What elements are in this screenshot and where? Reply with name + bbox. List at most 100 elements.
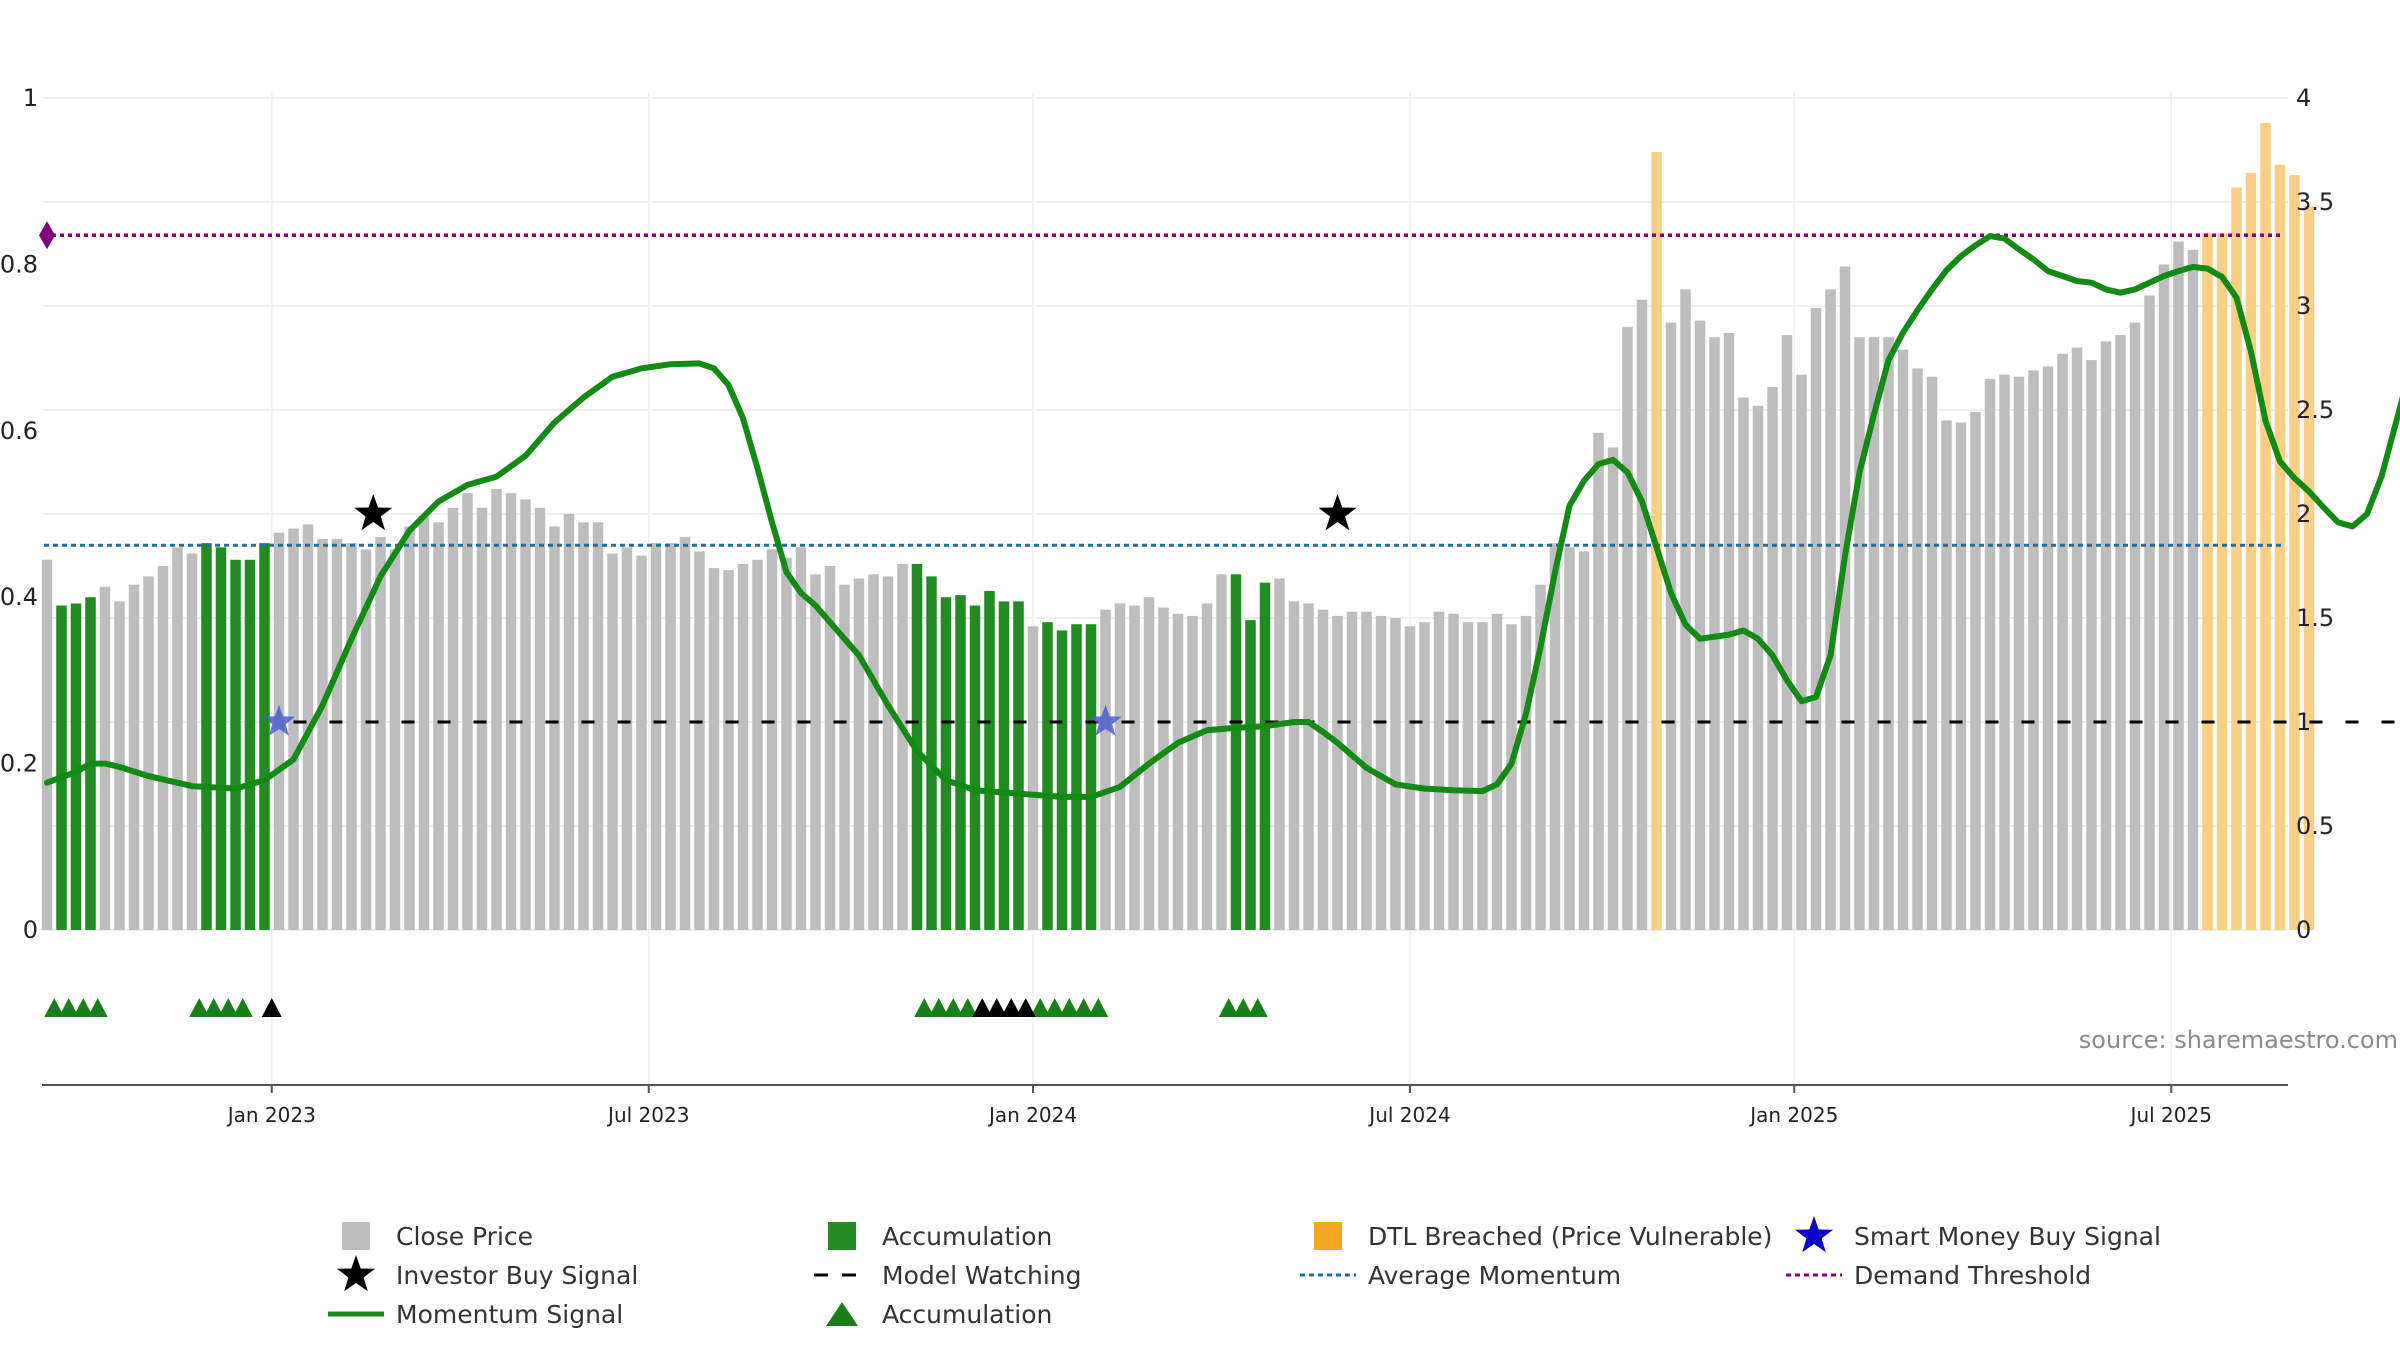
- y-left-tick-label: 0.2: [0, 750, 38, 778]
- legend-label: Demand Threshold: [1854, 1261, 2091, 1290]
- close-price-bar: [1622, 326, 1633, 930]
- x-tick-label: Jul 2025: [2129, 1103, 2212, 1127]
- legend-star-icon: [337, 1255, 375, 1292]
- accumulation-bar: [70, 603, 82, 930]
- accumulation-triangle: [58, 998, 79, 1017]
- momentum-signal-line: [44, 233, 2400, 800]
- close-price-bar: [99, 586, 111, 930]
- close-price-bar: [781, 557, 792, 930]
- accumulation-triangle: [73, 998, 94, 1017]
- close-price-bar: [288, 528, 299, 930]
- close-price-bar: [491, 489, 502, 930]
- accumulation-bar: [1013, 601, 1024, 930]
- y-right-tick-label: 2.5: [2296, 396, 2334, 424]
- close-price-bar: [824, 566, 836, 930]
- legend-star-icon: [1795, 1216, 1833, 1253]
- close-price-bar: [186, 553, 198, 930]
- black-triangle: [986, 998, 1007, 1017]
- accumulation-bar: [1085, 624, 1097, 930]
- close-price-bar: [1346, 611, 1358, 930]
- close-price-bar: [1839, 266, 1851, 931]
- close-price-bar: [2187, 249, 2199, 931]
- close-price-bar: [679, 536, 691, 930]
- close-price-bar: [694, 551, 705, 930]
- close-price-bar: [1709, 337, 1720, 930]
- smart-money-buy-signal-star: [1089, 705, 1122, 736]
- legend-label: Model Watching: [882, 1261, 1082, 1290]
- close-price-bar: [1448, 613, 1459, 930]
- close-price-bar: [2100, 341, 2112, 930]
- investor-buy-signal-star: [1318, 494, 1357, 531]
- accumulation-triangle: [1218, 998, 1239, 1017]
- close-price-bar: [2071, 347, 2083, 931]
- investor-buy-signal-star: [354, 494, 393, 531]
- close-price-bar: [1680, 289, 1691, 930]
- accumulation-triangle: [1233, 998, 1254, 1017]
- black-triangle: [972, 998, 993, 1017]
- dtl-breached-bar: [2274, 164, 2286, 930]
- close-price-bar: [1810, 308, 1822, 931]
- dtl-breached-bar: [2216, 233, 2228, 930]
- close-price-bar: [752, 559, 763, 930]
- smart-money-buy-signal-star: [262, 705, 296, 736]
- close-price-bar: [1593, 432, 1604, 930]
- dtl-breached-bar: [2260, 122, 2271, 930]
- black-triangle: [261, 998, 282, 1017]
- close-price-bar: [157, 566, 169, 930]
- close-price-bar: [1970, 412, 1981, 931]
- y-right-tick-label: 0: [2296, 916, 2311, 944]
- close-price-bar: [1694, 320, 1706, 930]
- accumulation-triangle: [189, 998, 210, 1017]
- close-price-bar: [897, 563, 908, 930]
- close-price-bar: [128, 584, 140, 930]
- accumulation-bar: [1245, 620, 1256, 930]
- accumulation-bar: [1230, 574, 1242, 930]
- close-price-bar: [520, 499, 531, 930]
- accumulation-triangle: [957, 998, 978, 1017]
- accumulation-triangle: [943, 998, 964, 1017]
- accumulation-triangle: [1059, 998, 1080, 1017]
- close-price-bar: [1100, 609, 1111, 930]
- accumulation-triangle: [1088, 998, 1109, 1017]
- close-price-bar: [1636, 299, 1648, 930]
- accumulation-bar: [230, 559, 241, 930]
- legend-label: Accumulation: [882, 1300, 1052, 1329]
- legend-label: Smart Money Buy Signal: [1854, 1222, 2161, 1251]
- y-right-tick-label: 3.5: [2296, 188, 2334, 216]
- close-price-bar: [563, 514, 575, 930]
- legend-swatch: [828, 1222, 856, 1250]
- source-label: source: sharemaestro.com: [2079, 1026, 2398, 1054]
- accumulation-triangle: [1030, 998, 1051, 1017]
- close-price-bar: [360, 549, 372, 930]
- bars: [41, 122, 2315, 931]
- legend-label: Investor Buy Signal: [396, 1261, 638, 1290]
- y-right-tick-label: 0.5: [2296, 812, 2334, 840]
- close-price-bar: [1999, 374, 2010, 930]
- close-price-bar: [1216, 574, 1227, 930]
- y-right-tick-label: 2: [2296, 500, 2311, 528]
- close-price-bar: [1158, 607, 1169, 930]
- close-price-bar: [1955, 422, 1967, 930]
- dtl-breached-bar: [2289, 174, 2300, 930]
- close-price-bar: [476, 507, 488, 930]
- close-price-bar: [868, 574, 879, 930]
- close-price-bar: [1390, 618, 1401, 930]
- legend-label: Close Price: [396, 1222, 533, 1251]
- y-left-tick-label: 0.6: [0, 417, 38, 445]
- close-price-bar: [2028, 370, 2039, 931]
- close-price-bar: [1172, 613, 1184, 930]
- dtl-breached-bar: [2231, 187, 2242, 930]
- close-price-bar: [2115, 335, 2126, 930]
- y-left-tick-label: 0.4: [0, 583, 38, 611]
- close-price-bar: [505, 493, 517, 930]
- y-left-tick-label: 0: [23, 916, 38, 944]
- close-price-bar: [621, 547, 633, 930]
- close-price-bar: [766, 549, 778, 930]
- accumulation-triangle: [1073, 998, 1094, 1017]
- close-price-bar: [41, 559, 53, 930]
- demand-threshold-marker: [39, 221, 55, 250]
- close-price-bar: [1926, 376, 1938, 931]
- close-price-bar: [1114, 603, 1126, 930]
- close-price-bar: [1419, 622, 1430, 930]
- close-price-bar: [418, 516, 430, 930]
